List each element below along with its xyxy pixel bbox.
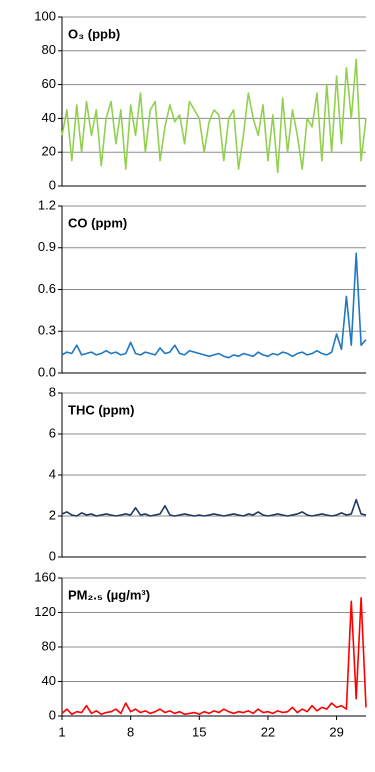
y-tick-label: 160 <box>34 569 56 584</box>
y-tick-label: 2 <box>49 507 56 522</box>
y-tick-label: 0 <box>49 177 56 192</box>
y-tick-label: 0.3 <box>38 323 56 338</box>
y-tick-label: 60 <box>42 76 56 91</box>
y-tick-label: 0.6 <box>38 281 56 296</box>
y-tick-label: 6 <box>49 425 56 440</box>
y-tick-label: 120 <box>34 604 56 619</box>
x-tick-label: 1 <box>58 724 65 739</box>
y-tick-label: 0.9 <box>38 239 56 254</box>
data-line <box>61 58 367 174</box>
x-tick-label: 29 <box>329 724 343 739</box>
y-tick-label: 0 <box>49 548 56 563</box>
panel-title: CO (ppm) <box>68 215 127 230</box>
y-tick-label: 80 <box>42 638 56 653</box>
y-tick-label: 40 <box>42 673 56 688</box>
x-tick-label: 15 <box>192 724 206 739</box>
data-line <box>61 498 367 517</box>
panel-title: PM₂.₅ (µg/m³) <box>68 587 150 602</box>
x-tick-label: 8 <box>127 724 134 739</box>
data-line <box>61 597 367 716</box>
y-tick-label: 80 <box>42 42 56 57</box>
x-tick-label: 22 <box>261 724 275 739</box>
y-tick-label: 20 <box>42 144 56 159</box>
panel-title: O₃ (ppb) <box>68 26 120 41</box>
y-tick-label: 0.0 <box>38 364 56 379</box>
y-tick-label: 8 <box>49 384 56 399</box>
y-tick-label: 40 <box>42 110 56 125</box>
y-tick-label: 0 <box>49 707 56 722</box>
y-tick-label: 100 <box>34 8 56 23</box>
panel-title: THC (ppm) <box>68 402 134 417</box>
y-tick-label: 1.2 <box>38 197 56 212</box>
y-tick-label: 4 <box>49 466 56 481</box>
data-line <box>61 252 367 359</box>
